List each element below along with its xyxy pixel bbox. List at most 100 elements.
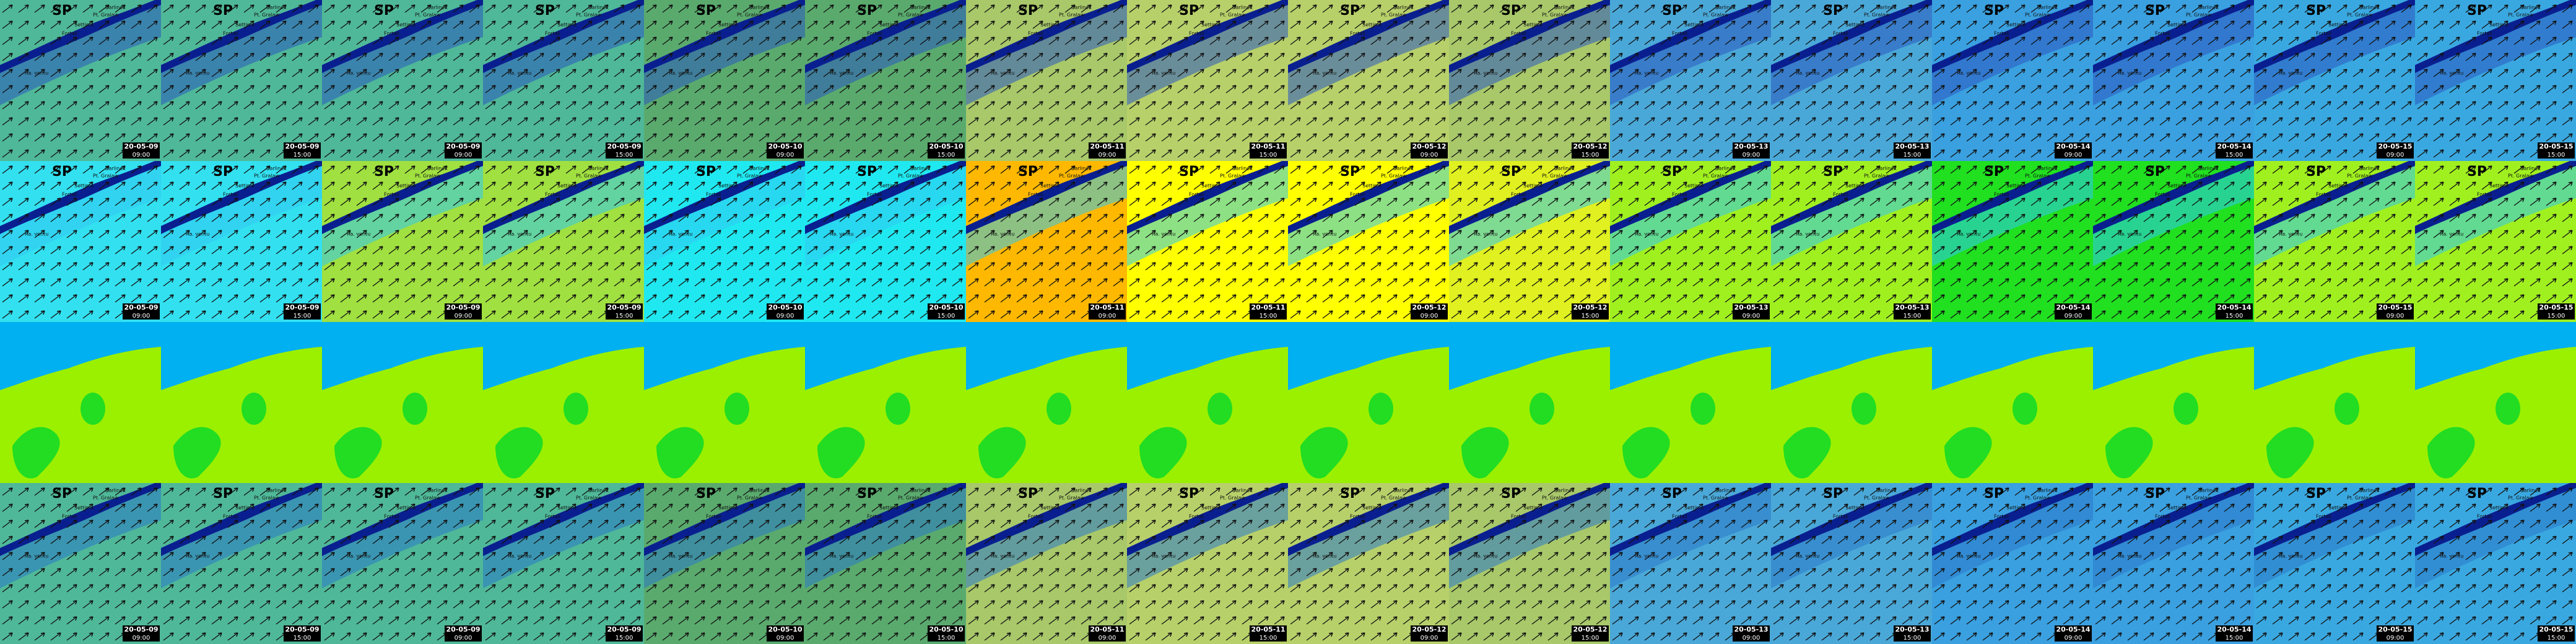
place-name: Fortali [1350,192,1365,198]
place-name: Settimo [2328,183,2348,189]
place-name: Barlinek [1232,5,1253,11]
land-area [817,427,865,479]
place-name: Fortali [545,192,560,198]
tile-title: SP [1662,164,1682,180]
place-name: Settimo [2167,183,2187,189]
map-tile [1610,322,1771,483]
time-label: 09:00 [1099,313,1116,320]
date-label: 20-05-10 [768,142,802,150]
wind-arrows [2254,0,2415,161]
tile-title: SP [52,164,72,180]
place-name: Fortali [1833,514,1848,520]
date-label: 20-05-10 [929,625,963,633]
tile-title: SP [2145,3,2165,19]
date-box [2216,625,2253,642]
sea-area [644,322,805,390]
place-name: Settimo [879,22,899,28]
wind-arrows [966,161,1127,322]
tile-title: SP [535,486,555,502]
place-name: Settimo [74,183,94,189]
place-name: Fortali [1028,31,1043,37]
time-label: 09:00 [2065,313,2082,320]
time-label: 09:00 [1099,635,1116,642]
land-area [12,427,60,479]
place-name: Ra. ventu [186,232,209,237]
place-name: Barlinek [1554,5,1575,11]
date-label: 20-05-13 [1734,625,1768,633]
map-tile [483,322,644,483]
place-name: Pt. Gralaw [1864,173,1890,179]
time-label: 09:00 [1099,152,1116,159]
date-box [123,625,160,642]
place-name: Fortali [867,514,882,520]
place-name: Pt. Gralaw [1703,495,1729,501]
place-name: Settimo [2328,22,2348,28]
sea-area [1771,322,1932,390]
land-area [978,427,1026,479]
date-box [1250,303,1287,320]
date-box [1733,625,1770,642]
land-area [1852,393,1876,425]
place-name: Fortali [1350,31,1365,37]
place-name: Fortali [1994,192,2009,198]
place-name: Barlinek [1876,5,1897,11]
time-label: 09:00 [2065,635,2082,642]
wind-arrows [1771,483,1932,644]
wind-arrows [2415,0,2576,161]
place-name: Barlinek [2520,488,2541,494]
sea-area [322,322,483,390]
place-name: Pt. Gralaw [2508,173,2534,179]
date-label: 20-05-15 [2378,625,2412,633]
place-name: Pt. Gralaw [1059,12,1085,18]
wind-arrows [644,483,805,644]
wind-arrows [1449,0,1610,161]
place-name: Pt. Gralaw [1381,12,1407,18]
place-name: Fortali [1189,31,1204,37]
place-name: Pt. Gralaw [737,12,763,18]
wind-arrows [322,0,483,161]
date-label: 20-05-11 [1251,142,1285,150]
place-name: Barlinek [1071,488,1092,494]
time-label: 09:00 [1421,152,1438,159]
date-label: 20-05-14 [2056,303,2090,311]
place-name: Settimo [2006,183,2026,189]
place-name: Barlinek [910,5,931,11]
place-name: Fortali [2477,192,2492,198]
tile-title: SP [1984,3,2004,19]
date-box [1411,142,1448,159]
place-name: Ra. ventu [2118,554,2141,559]
place-name: Ra. ventu [2440,71,2463,76]
tile-title: SP [2306,3,2326,19]
place-name: Ra. ventu [1957,232,1980,237]
wind-arrows [0,161,161,322]
land-area [1208,393,1232,425]
wind-arrows [2093,0,2254,161]
date-box [1411,625,1448,642]
tile-title: SP [374,486,394,502]
time-label: 15:00 [1582,313,1599,320]
place-name: Pt. Gralaw [737,495,763,501]
place-name: Pt. Gralaw [1864,495,1890,501]
place-name: Fortali [1994,514,2009,520]
place-name: Pt. Gralaw [2347,12,2373,18]
wind-arrows [0,0,161,161]
date-label: 20-05-09 [285,142,319,150]
tile-title: SP [213,3,233,19]
map-tile [644,322,805,483]
land-area [1530,393,1554,425]
time-label: 15:00 [616,635,633,642]
place-name: Settimo [2167,505,2187,511]
time-label: 09:00 [777,313,794,320]
time-label: 09:00 [1743,635,1760,642]
date-label: 20-05-15 [2378,142,2412,150]
place-name: Settimo [74,505,94,511]
place-name: Pt. Gralaw [1381,495,1407,501]
